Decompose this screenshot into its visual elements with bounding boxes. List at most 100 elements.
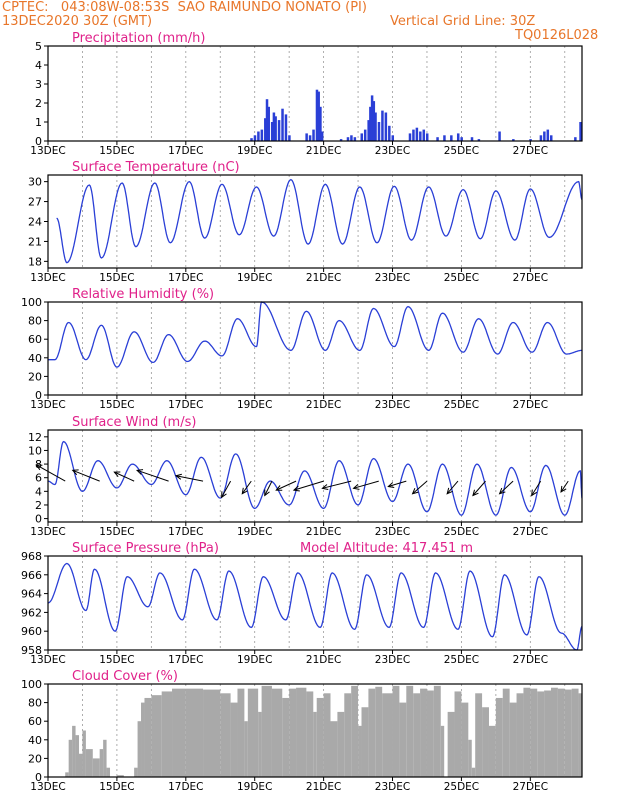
- panel-title: Surface Wind (m/s): [72, 415, 196, 430]
- x-tick-label: 17DEC: [168, 526, 203, 538]
- wind-arrow: [560, 480, 569, 493]
- cloud-bar: [495, 697, 503, 777]
- panel-title: Surface Temperature (nC): [72, 160, 240, 175]
- precip-bar: [388, 125, 391, 141]
- y-tick-label: 60: [28, 715, 42, 728]
- wind-arrowhead: [221, 491, 227, 499]
- cloud-bar: [289, 688, 297, 777]
- y-tick-label: 958: [21, 644, 42, 657]
- cloud-bar: [516, 693, 524, 777]
- wind-arrow: [221, 480, 232, 498]
- cloud-bar: [247, 688, 259, 777]
- precip-bar: [425, 133, 429, 141]
- y-tick-label: 40: [28, 352, 42, 365]
- cloud-bar: [368, 688, 376, 777]
- y-tick-label: 18: [28, 255, 42, 268]
- x-tick-label: 25DEC: [444, 781, 479, 793]
- y-tick-label: 24: [28, 216, 42, 229]
- precip-bar: [367, 120, 370, 141]
- series-line: [47, 562, 583, 651]
- x-tick-label: 13DEC: [30, 781, 65, 793]
- x-tick-label: 15DEC: [99, 781, 134, 793]
- panel-2: 18 21 24 27 30 13DEC 15DEC 17DEC 19DEC 21DEC 23DEC…: [28, 160, 583, 284]
- cloud-bar: [313, 711, 317, 777]
- x-tick-label: 21DEC: [306, 526, 341, 538]
- cloud-bar: [296, 687, 307, 777]
- cloud-bar: [85, 749, 93, 777]
- header-line1: CPTEC: 043:08W-08:53S SAO RAIMUNDO NONAT…: [2, 0, 367, 15]
- wind-arrow: [136, 469, 169, 482]
- y-tick-label: 2: [35, 499, 42, 512]
- precip-bar: [384, 112, 388, 141]
- x-tick-label: 13DEC: [30, 145, 65, 157]
- cloud-bar: [258, 711, 262, 777]
- panel-title: Cloud Cover (%): [72, 669, 178, 684]
- cloud-bar: [358, 725, 362, 777]
- cloud-bar: [151, 695, 162, 777]
- precip-bar: [274, 116, 277, 141]
- precip-bar: [363, 129, 367, 141]
- panel-frame: [47, 683, 583, 778]
- x-tick-label: 27DEC: [513, 272, 548, 284]
- precip-bar: [315, 89, 319, 141]
- x-tick-label: 25DEC: [444, 399, 479, 411]
- panel-title: Surface Pressure (hPa): [72, 541, 219, 556]
- y-tick-label: 964: [21, 588, 42, 601]
- wind-arrow: [114, 471, 135, 482]
- x-tick-label: 17DEC: [168, 272, 203, 284]
- cloud-bar: [106, 767, 111, 777]
- wind-arrow: [531, 480, 542, 496]
- y-tick-label: 80: [28, 315, 42, 328]
- cloud-bar: [361, 707, 369, 777]
- precip-bar: [250, 138, 253, 141]
- precip-bar: [339, 139, 343, 141]
- precip-bar: [574, 137, 577, 141]
- x-tick-label: 23DEC: [375, 654, 410, 666]
- cloud-bar: [282, 697, 290, 777]
- precip-bar: [529, 139, 532, 141]
- wind-arrowhead: [560, 485, 567, 493]
- cloud-bar: [433, 685, 441, 777]
- cloud-bar: [185, 688, 204, 777]
- precip-bar: [305, 133, 308, 141]
- cloud-bar: [523, 687, 531, 777]
- cloud-bar: [447, 711, 455, 777]
- x-tick-label: 27DEC: [513, 399, 548, 411]
- cloud-bar: [351, 685, 359, 777]
- precip-bar: [253, 135, 257, 141]
- x-tick-label: 15DEC: [99, 145, 134, 157]
- precip-bar: [288, 135, 291, 141]
- cloud-bar: [271, 688, 283, 777]
- x-tick-label: 15DEC: [99, 526, 134, 538]
- precip-bar: [415, 127, 419, 141]
- cloud-bar: [65, 772, 69, 777]
- precip-bar: [353, 137, 357, 141]
- y-tick-label: 21: [28, 235, 42, 248]
- x-tick-label: 15DEC: [99, 272, 134, 284]
- panel-frame: [47, 174, 583, 269]
- wind-arrowhead: [352, 483, 360, 490]
- cloud-bar: [344, 693, 352, 777]
- x-tick-label: 25DEC: [444, 526, 479, 538]
- wind-arrowhead: [275, 485, 283, 491]
- x-tick-label: 21DEC: [306, 272, 341, 284]
- x-tick-label: 13DEC: [30, 526, 65, 538]
- cloud-bar: [237, 688, 245, 777]
- x-tick-label: 25DEC: [444, 145, 479, 157]
- wind-arrow: [276, 480, 297, 491]
- cloud-bar: [68, 739, 73, 777]
- series-line: [48, 301, 582, 368]
- x-tick-label: 23DEC: [375, 145, 410, 157]
- cloud-bar: [230, 702, 238, 777]
- wind-arrow: [293, 480, 324, 491]
- wind-arrowhead: [411, 487, 419, 495]
- panel-1: 0 1 2 3 4 5 13DEC 15DEC 17DEC 19DEC 21DEC 23DEC 25DE…: [30, 31, 583, 157]
- precip-bar: [470, 137, 474, 141]
- cloud-bar: [530, 688, 538, 777]
- precip-bar: [543, 131, 546, 141]
- cloud-bar: [413, 693, 421, 777]
- y-tick-label: 27: [28, 196, 42, 209]
- x-tick-label: 15DEC: [99, 399, 134, 411]
- y-tick-label: 1: [35, 116, 42, 129]
